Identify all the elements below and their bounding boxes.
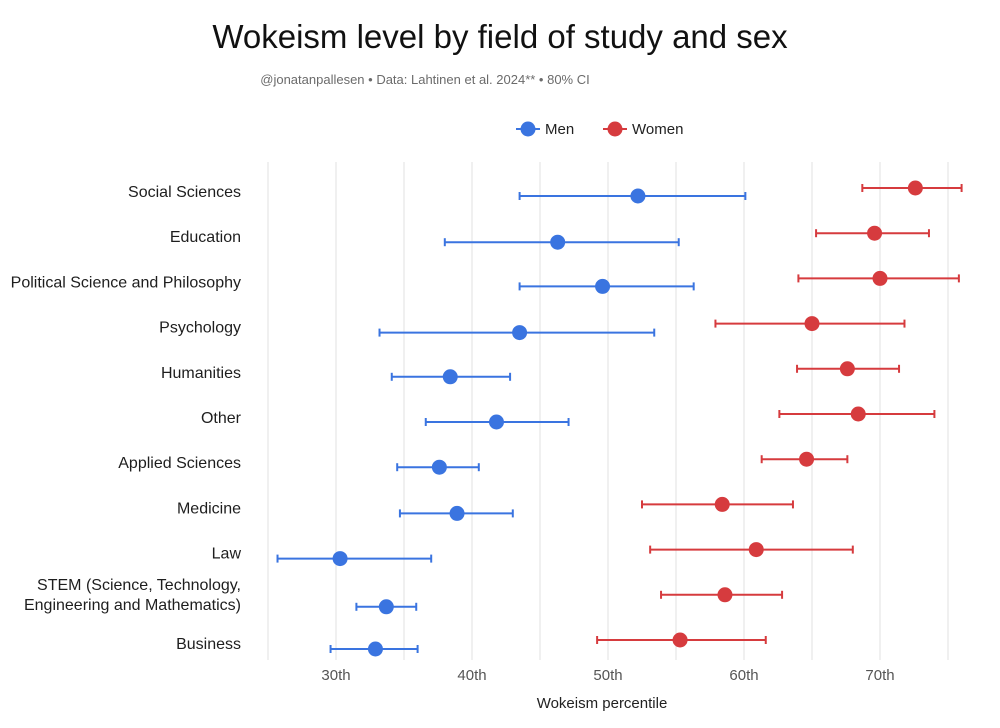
legend-label: Women — [632, 121, 683, 138]
data-point — [630, 188, 646, 204]
series-women — [596, 180, 963, 648]
legend-marker — [607, 121, 623, 137]
data-point — [717, 587, 733, 603]
x-tick-label: 40th — [457, 667, 486, 684]
category-label: Social Sciences — [128, 184, 241, 201]
gridlines — [267, 162, 949, 660]
category-label: STEM (Science, Technology, Engineering an… — [24, 577, 241, 614]
data-point — [907, 180, 923, 196]
chart-title: Wokeism level by field of study and sex — [212, 18, 788, 55]
data-point — [714, 496, 730, 512]
data-point — [595, 278, 611, 294]
legend-item-men: Men — [516, 121, 574, 138]
data-point — [442, 369, 458, 385]
x-axis-title: Wokeism percentile — [537, 695, 668, 712]
x-tick-label: 60th — [729, 667, 758, 684]
x-tick-labels: 30th 40th 50th 60th 70th — [321, 667, 894, 684]
data-point — [799, 451, 815, 467]
data-point — [872, 270, 888, 286]
legend-marker — [520, 121, 536, 137]
category-label: Other — [201, 410, 242, 427]
x-tick-label: 50th — [593, 667, 622, 684]
category-label: Psychology — [159, 320, 241, 337]
data-point — [550, 234, 566, 250]
category-label: Law — [212, 546, 242, 563]
data-point — [449, 505, 465, 521]
x-tick-label: 70th — [865, 667, 894, 684]
data-point — [804, 316, 820, 332]
category-label: Business — [176, 636, 241, 653]
chart-subtitle: @jonatanpallesen • Data: Lahtinen et al.… — [260, 72, 589, 87]
legend-label: Men — [545, 121, 574, 138]
category-label: Humanities — [161, 365, 241, 382]
category-label: Applied Sciences — [118, 455, 241, 472]
data-point — [332, 551, 348, 567]
category-label: Education — [170, 229, 241, 246]
legend-item-women: Women — [603, 121, 683, 138]
series-men — [276, 188, 747, 657]
data-point — [367, 641, 383, 657]
legend: Men Women — [516, 121, 683, 138]
data-point — [839, 361, 855, 377]
data-point — [431, 459, 447, 475]
category-labels: Social Sciences Education Political Scienc… — [11, 184, 242, 653]
category-label: Medicine — [177, 500, 241, 517]
x-tick-label: 30th — [321, 667, 350, 684]
series-layer — [276, 180, 963, 657]
data-point — [672, 632, 688, 648]
data-point — [512, 325, 528, 341]
data-point — [850, 406, 866, 422]
data-point — [748, 542, 764, 558]
data-point — [867, 225, 883, 241]
category-label: Political Science and Philosophy — [11, 274, 241, 291]
data-point — [488, 414, 504, 430]
data-point — [378, 599, 394, 615]
